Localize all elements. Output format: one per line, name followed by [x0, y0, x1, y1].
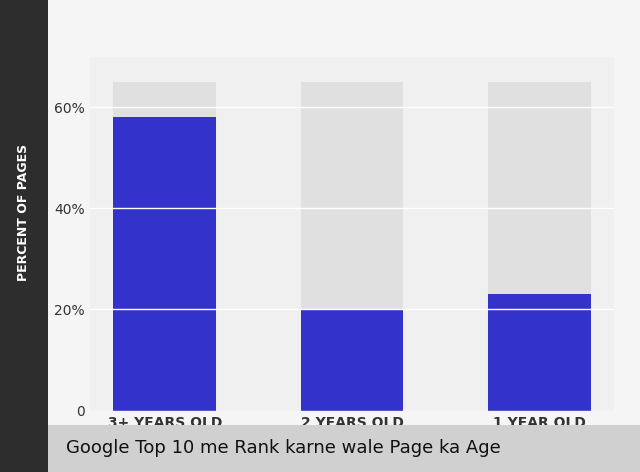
- Bar: [488, 295, 591, 411]
- Text: PERCENT OF PAGES: PERCENT OF PAGES: [17, 144, 31, 281]
- Bar: [301, 82, 403, 411]
- Bar: [113, 82, 216, 411]
- Bar: [488, 82, 591, 411]
- Bar: [113, 118, 216, 411]
- Bar: [301, 310, 403, 411]
- Text: Google Top 10 me Rank karne wale Page ka Age: Google Top 10 me Rank karne wale Page ka…: [66, 439, 500, 457]
